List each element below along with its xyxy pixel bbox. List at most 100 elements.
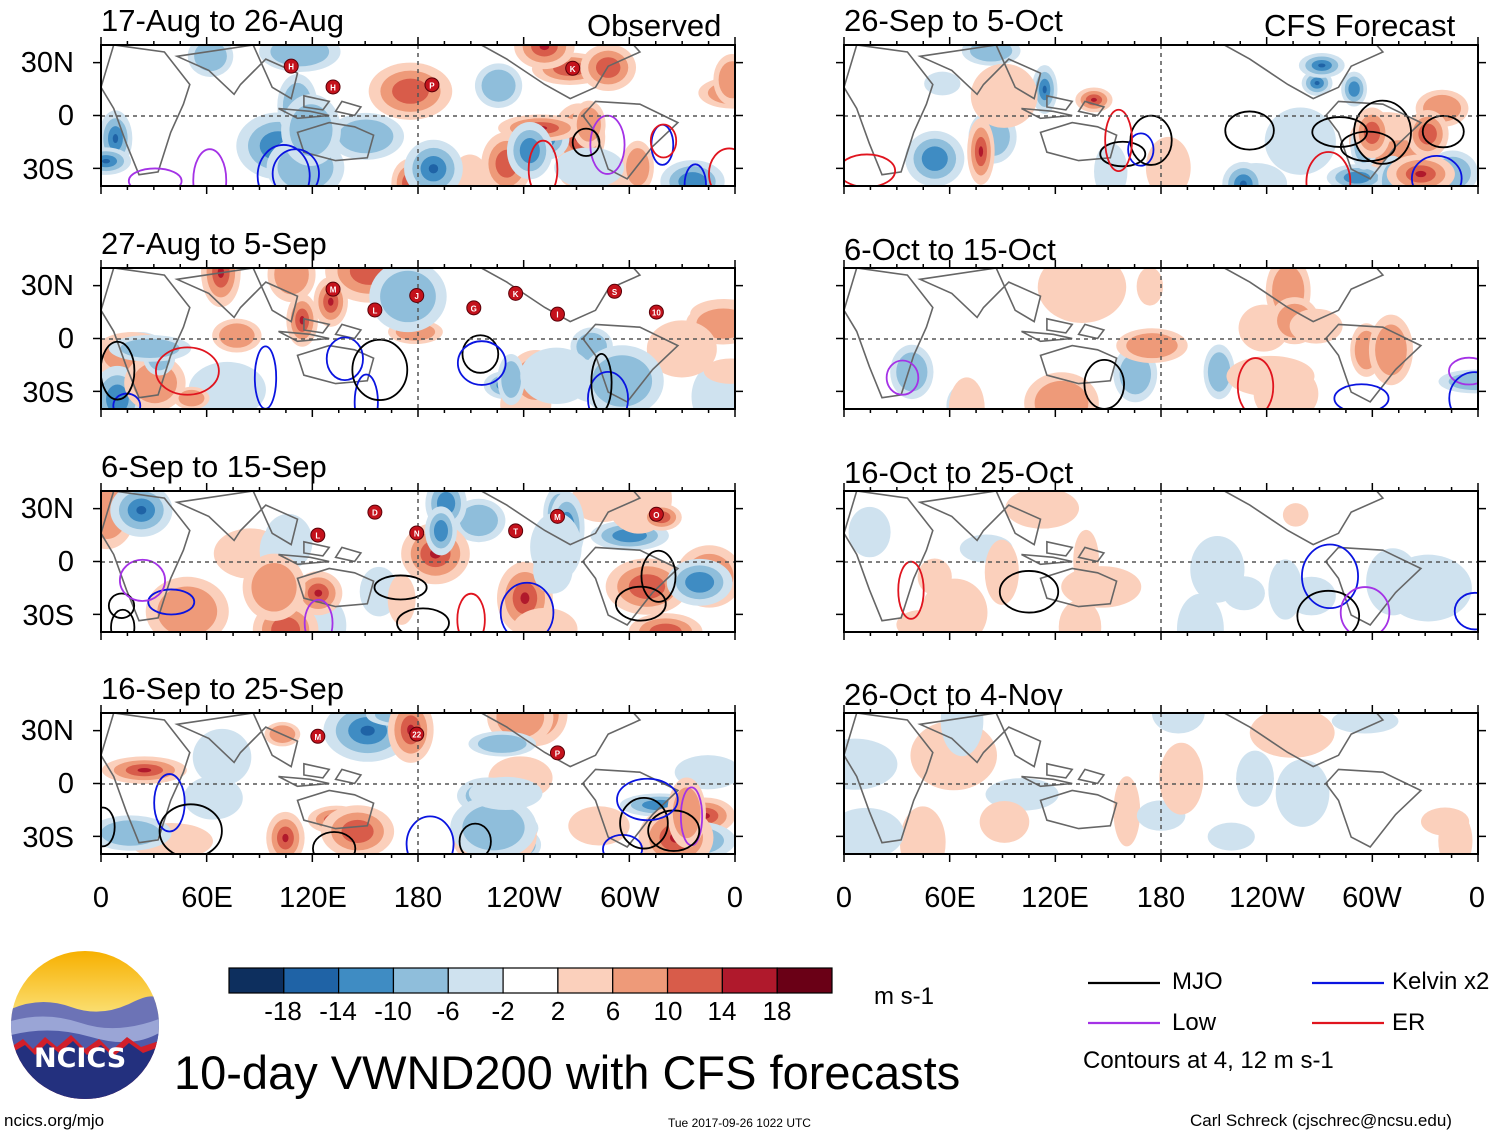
wind-anomaly-shading [1037, 268, 1127, 323]
storm-marker: H [325, 79, 341, 95]
storm-marker: L [367, 302, 383, 318]
lat-label-30s: 30S [22, 154, 74, 186]
coastline [296, 344, 375, 385]
wind-anomaly-shading [978, 146, 984, 157]
storm-marker-label: K [513, 290, 519, 299]
coastline [174, 491, 299, 546]
colorbar-segment [721, 967, 778, 994]
wave-contour [1296, 589, 1361, 632]
lon-label-60w: 60W [600, 882, 660, 914]
wind-anomaly-shading [271, 616, 301, 632]
colorbar-segment [776, 967, 833, 994]
wind-anomaly-shading [137, 767, 152, 773]
wind-anomaly-shading [392, 78, 429, 104]
wind-anomaly-shading [270, 45, 330, 67]
wind-anomaly-shading [1151, 713, 1205, 734]
lat-label-30s: 30S [22, 377, 74, 409]
wave-contour [373, 574, 428, 601]
wave-contour [1421, 114, 1465, 149]
coastline [278, 107, 330, 120]
observed-panel-2-title: 27-Aug to 5-Sep [101, 226, 327, 261]
wind-anomaly-shading [157, 586, 218, 632]
storm-marker-label: S [612, 288, 618, 297]
wave-contour [499, 581, 555, 632]
colorbar-segment [338, 967, 395, 994]
lat-label-30s: 30S [22, 822, 74, 854]
coastline [174, 45, 299, 100]
observed-map-panel-1 [93, 37, 743, 194]
wind-anomaly-shading [1348, 81, 1360, 97]
wind-anomaly-shading [459, 504, 498, 537]
storm-marker: L [310, 527, 326, 543]
wave-contour [1353, 99, 1412, 165]
wind-anomaly-shading [136, 505, 147, 515]
coastline [101, 268, 191, 399]
forecast-map-panel-2 [836, 260, 1486, 417]
storm-marker-label: 22 [412, 731, 421, 740]
colorbar-segment [447, 967, 504, 994]
colorbar-tick: -6 [436, 996, 460, 1026]
storm-marker: M [549, 508, 565, 524]
legend-kelvin-label: Kelvin x2 [1392, 968, 1490, 995]
wave-contour [587, 370, 629, 409]
wave-contour [461, 334, 500, 374]
storm-marker: 22 [409, 726, 425, 742]
storm-marker: O [648, 506, 664, 522]
wind-anomaly-shading [520, 347, 593, 404]
wind-anomaly-shading [1264, 107, 1336, 175]
lat-label-eq: 0 [57, 546, 74, 578]
lat-label-30n: 30N [20, 493, 74, 525]
wind-anomaly-shading [1094, 142, 1128, 186]
colorbar-segment [283, 967, 340, 994]
coastline [174, 268, 299, 323]
wind-anomaly-shading [1126, 333, 1178, 359]
wave-contour [456, 340, 507, 386]
coastline [296, 789, 375, 830]
wave-contour [998, 570, 1060, 614]
coastline [1021, 330, 1073, 343]
wind-anomaly-shading [844, 807, 904, 854]
wind-anomaly-shading [428, 164, 439, 174]
wind-anomaly-shading [1363, 121, 1381, 144]
coastline [1039, 567, 1118, 608]
colorbar-tick: 2 [550, 996, 566, 1026]
wind-anomaly-shading [219, 323, 255, 348]
coastline [1077, 323, 1106, 340]
wind-anomaly-shading [554, 147, 625, 186]
wind-anomaly-shading [512, 607, 578, 632]
wind-anomaly-shading [360, 725, 375, 736]
coastline [917, 713, 1042, 768]
wind-anomaly-shading [468, 776, 543, 810]
wind-anomaly-shading [1286, 576, 1336, 616]
coastline [1077, 100, 1106, 117]
coastline [1039, 121, 1118, 162]
coastline [1039, 344, 1118, 385]
wind-anomaly-shading [1420, 807, 1470, 836]
coastline [1046, 317, 1074, 334]
wind-anomaly-shading [1314, 81, 1320, 86]
wind-anomaly-shading [940, 713, 984, 757]
coastline [278, 775, 330, 788]
wind-anomaly-shading [1415, 170, 1427, 178]
storm-marker-label: M [554, 513, 561, 522]
storm-marker-label: L [372, 306, 377, 315]
coastline [1222, 491, 1385, 546]
wave-contour [158, 803, 223, 854]
forecast-panel-4-title: 26-Oct to 4-Nov [844, 677, 1063, 712]
storm-marker: 10 [648, 304, 664, 320]
forecast-panel-2-title: 6-Oct to 15-Oct [844, 232, 1056, 267]
coastline [844, 45, 934, 176]
storm-marker-label: D [372, 509, 378, 518]
website-link[interactable]: ncics.org/mjo [4, 1111, 105, 1130]
wind-anomaly-shading [183, 776, 243, 820]
lat-label-eq: 0 [57, 768, 74, 800]
wind-anomaly-shading [718, 61, 735, 99]
wave-contour [351, 338, 409, 401]
wave-contour [590, 353, 613, 409]
coastline [303, 540, 331, 557]
wind-anomaly-shading [1058, 599, 1102, 632]
wave-contour [614, 585, 667, 622]
observed-header: Observed [587, 8, 722, 43]
storm-marker-label: 10 [652, 309, 661, 318]
storm-marker: N [409, 525, 425, 541]
